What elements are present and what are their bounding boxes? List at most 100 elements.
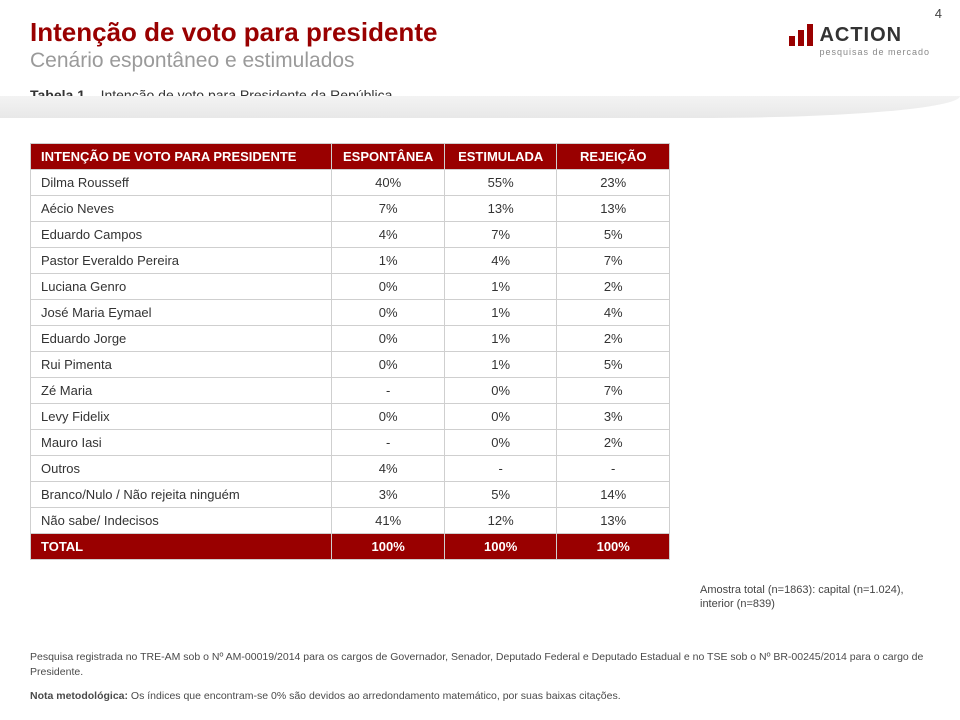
cell-value: 0% bbox=[444, 403, 557, 429]
cell-value: 5% bbox=[444, 481, 557, 507]
header-row-label: INTENÇÃO DE VOTO PARA PRESIDENTE bbox=[31, 143, 332, 169]
cell-value: 7% bbox=[444, 221, 557, 247]
table-row: Mauro Iasi-0%2% bbox=[31, 429, 670, 455]
page-title: Intenção de voto para presidente bbox=[30, 18, 437, 47]
cell-value: 3% bbox=[332, 481, 445, 507]
table-total-row: TOTAL100%100%100% bbox=[31, 533, 670, 559]
logo-name: ACTION bbox=[819, 24, 930, 47]
cell-value: 1% bbox=[444, 351, 557, 377]
total-value: 100% bbox=[557, 533, 670, 559]
cell-value: 4% bbox=[332, 455, 445, 481]
cell-value: 1% bbox=[332, 247, 445, 273]
logo-bar bbox=[789, 36, 795, 46]
page-number: 4 bbox=[935, 6, 942, 21]
row-label: Levy Fidelix bbox=[31, 403, 332, 429]
cell-value: 0% bbox=[444, 377, 557, 403]
cell-value: 7% bbox=[557, 377, 670, 403]
cell-value: 3% bbox=[557, 403, 670, 429]
table-row: Rui Pimenta0%1%5% bbox=[31, 351, 670, 377]
sample-note: Amostra total (n=1863): capital (n=1.024… bbox=[700, 583, 920, 612]
cell-value: 0% bbox=[332, 273, 445, 299]
cell-value: - bbox=[444, 455, 557, 481]
row-label: José Maria Eymael bbox=[31, 299, 332, 325]
total-value: 100% bbox=[444, 533, 557, 559]
logo-bar bbox=[798, 30, 804, 46]
logo-bar bbox=[807, 24, 813, 46]
table-body: Dilma Rousseff40%55%23%Aécio Neves7%13%1… bbox=[31, 169, 670, 559]
table-row: Branco/Nulo / Não rejeita ninguém3%5%14% bbox=[31, 481, 670, 507]
cell-value: 2% bbox=[557, 325, 670, 351]
row-label: Dilma Rousseff bbox=[31, 169, 332, 195]
footer-line2-rest: Os índices que encontram-se 0% são devid… bbox=[128, 690, 621, 702]
table-head: INTENÇÃO DE VOTO PARA PRESIDENTE ESPONTÂ… bbox=[31, 143, 670, 169]
row-label: Rui Pimenta bbox=[31, 351, 332, 377]
total-label: TOTAL bbox=[31, 533, 332, 559]
cell-value: 23% bbox=[557, 169, 670, 195]
cell-value: 0% bbox=[332, 351, 445, 377]
page-subtitle: Cenário espontâneo e estimulados bbox=[30, 49, 437, 73]
table-row: Aécio Neves7%13%13% bbox=[31, 195, 670, 221]
vote-intention-table: INTENÇÃO DE VOTO PARA PRESIDENTE ESPONTÂ… bbox=[30, 143, 670, 560]
cell-value: 2% bbox=[557, 429, 670, 455]
row-label: Branco/Nulo / Não rejeita ninguém bbox=[31, 481, 332, 507]
table-row: Eduardo Jorge0%1%2% bbox=[31, 325, 670, 351]
cell-value: 5% bbox=[557, 351, 670, 377]
title-block: Intenção de voto para presidente Cenário… bbox=[30, 18, 437, 73]
table-row: Não sabe/ Indecisos41%12%13% bbox=[31, 507, 670, 533]
row-label: Pastor Everaldo Pereira bbox=[31, 247, 332, 273]
footer-line2-bold: Nota metodológica: bbox=[30, 690, 128, 702]
cell-value: 13% bbox=[444, 195, 557, 221]
col-espontanea: ESPONTÂNEA bbox=[332, 143, 445, 169]
cell-value: 4% bbox=[557, 299, 670, 325]
table-row: Dilma Rousseff40%55%23% bbox=[31, 169, 670, 195]
brand-logo: ACTION pesquisas de mercado bbox=[789, 24, 930, 57]
row-label: Zé Maria bbox=[31, 377, 332, 403]
header: Intenção de voto para presidente Cenário… bbox=[0, 0, 960, 73]
row-label: Não sabe/ Indecisos bbox=[31, 507, 332, 533]
logo-tagline: pesquisas de mercado bbox=[819, 47, 930, 57]
table-row: Zé Maria-0%7% bbox=[31, 377, 670, 403]
cell-value: 5% bbox=[557, 221, 670, 247]
cell-value: 55% bbox=[444, 169, 557, 195]
cell-value: 40% bbox=[332, 169, 445, 195]
content-area: INTENÇÃO DE VOTO PARA PRESIDENTE ESPONTÂ… bbox=[0, 103, 960, 560]
cell-value: 41% bbox=[332, 507, 445, 533]
table-row: Levy Fidelix0%0%3% bbox=[31, 403, 670, 429]
footer: Pesquisa registrada no TRE-AM sob o Nº A… bbox=[30, 650, 930, 704]
cell-value: 1% bbox=[444, 325, 557, 351]
table-row: Eduardo Campos4%7%5% bbox=[31, 221, 670, 247]
table-row: Outros4%-- bbox=[31, 455, 670, 481]
cell-value: - bbox=[332, 377, 445, 403]
cell-value: 0% bbox=[332, 299, 445, 325]
cell-value: 13% bbox=[557, 195, 670, 221]
cell-value: 7% bbox=[332, 195, 445, 221]
row-label: Luciana Genro bbox=[31, 273, 332, 299]
cell-value: 4% bbox=[444, 247, 557, 273]
cell-value: - bbox=[557, 455, 670, 481]
cell-value: 1% bbox=[444, 299, 557, 325]
col-estimulada: ESTIMULADA bbox=[444, 143, 557, 169]
cell-value: 0% bbox=[332, 325, 445, 351]
table-row: José Maria Eymael0%1%4% bbox=[31, 299, 670, 325]
cell-value: 4% bbox=[332, 221, 445, 247]
cell-value: 7% bbox=[557, 247, 670, 273]
cell-value: 0% bbox=[332, 403, 445, 429]
logo-bars-icon bbox=[789, 24, 813, 46]
cell-value: 0% bbox=[444, 429, 557, 455]
table-header-row: INTENÇÃO DE VOTO PARA PRESIDENTE ESPONTÂ… bbox=[31, 143, 670, 169]
cell-value: 12% bbox=[444, 507, 557, 533]
cell-value: 14% bbox=[557, 481, 670, 507]
footer-line2: Nota metodológica: Os índices que encont… bbox=[30, 689, 930, 704]
row-label: Eduardo Jorge bbox=[31, 325, 332, 351]
col-rejeicao: REJEIÇÃO bbox=[557, 143, 670, 169]
cell-value: - bbox=[332, 429, 445, 455]
logo-text: ACTION pesquisas de mercado bbox=[819, 24, 930, 57]
footer-line1: Pesquisa registrada no TRE-AM sob o Nº A… bbox=[30, 650, 930, 679]
cell-value: 2% bbox=[557, 273, 670, 299]
cell-value: 13% bbox=[557, 507, 670, 533]
row-label: Aécio Neves bbox=[31, 195, 332, 221]
total-value: 100% bbox=[332, 533, 445, 559]
row-label: Eduardo Campos bbox=[31, 221, 332, 247]
row-label: Outros bbox=[31, 455, 332, 481]
table-row: Pastor Everaldo Pereira1%4%7% bbox=[31, 247, 670, 273]
